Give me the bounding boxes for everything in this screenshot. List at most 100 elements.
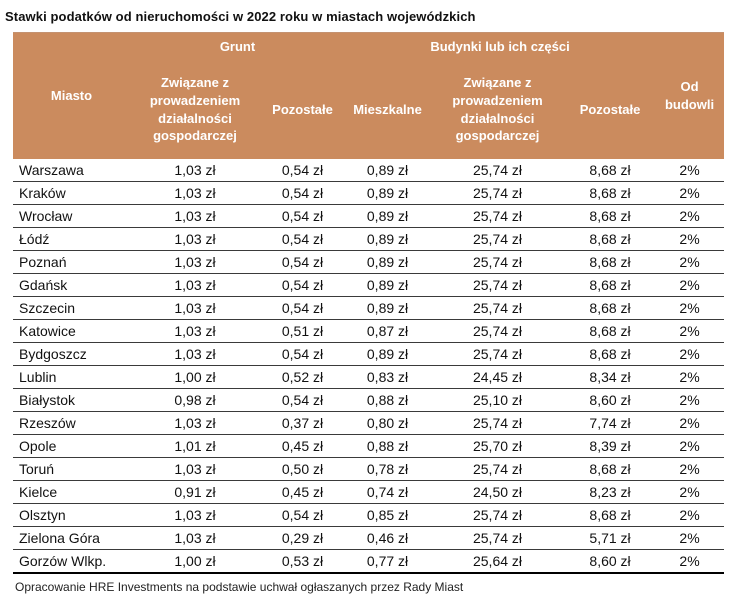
value-cell: 1,03 zł — [130, 250, 260, 274]
value-cell: 1,00 zł — [130, 549, 260, 574]
value-cell: 25,10 zł — [430, 388, 566, 412]
value-cell: 0,45 zł — [260, 434, 346, 458]
value-cell: 8,60 zł — [565, 388, 656, 412]
table-row: Zielona Góra 1,03 zł 0,29 zł 0,46 zł 25,74 z… — [13, 526, 725, 550]
value-cell: 0,88 zł — [345, 434, 431, 458]
table-row: Opole 1,01 zł 0,45 zł 0,88 zł 25,70 zł 8,39 z… — [13, 434, 725, 458]
value-cell: 1,03 zł — [130, 526, 260, 550]
value-cell: 0,74 zł — [345, 480, 431, 504]
value-cell: 1,03 zł — [130, 296, 260, 320]
city-cell: Kraków — [13, 181, 130, 205]
value-cell: 8,23 zł — [565, 480, 656, 504]
value-cell: 1,03 zł — [130, 181, 260, 205]
table-row: Kraków 1,03 zł 0,54 zł 0,89 zł 25,74 zł 8,68 … — [13, 181, 725, 205]
value-cell: 25,74 zł — [430, 204, 566, 228]
value-cell: 8,68 zł — [565, 250, 656, 274]
value-cell: 25,74 zł — [430, 457, 566, 481]
city-cell: Białystok — [13, 388, 130, 412]
value-cell: 2% — [655, 342, 725, 366]
table-row: Białystok 0,98 zł 0,54 zł 0,88 zł 25,10 zł 8,… — [13, 388, 725, 412]
city-cell: Gorzów Wlkp. — [13, 549, 130, 574]
value-cell: 8,68 zł — [565, 227, 656, 251]
value-cell: 2% — [655, 296, 725, 320]
value-cell: 8,60 zł — [565, 549, 656, 574]
property-tax-table: Miasto Grunt Budynki lub ich części Od b… — [13, 32, 725, 574]
source-note: Opracowanie HRE Investments na podstawie… — [15, 579, 464, 594]
value-cell: 1,03 zł — [130, 273, 260, 297]
value-cell: 8,39 zł — [565, 434, 656, 458]
value-cell: 0,80 zł — [345, 411, 431, 435]
value-cell: 0,45 zł — [260, 480, 346, 504]
table-row: Kielce 0,91 zł 0,45 zł 0,74 zł 24,50 zł 8,23 … — [13, 480, 725, 504]
table-row: Katowice 1,03 zł 0,51 zł 0,87 zł 25,74 zł 8,6… — [13, 319, 725, 343]
value-cell: 0,54 zł — [260, 296, 346, 320]
value-cell: 8,68 zł — [565, 503, 656, 527]
value-cell: 0,89 zł — [345, 227, 431, 251]
table-row: Wrocław 1,03 zł 0,54 zł 0,89 zł 25,74 zł 8,68… — [13, 204, 725, 228]
value-cell: 0,54 zł — [260, 204, 346, 228]
value-cell: 8,34 zł — [565, 365, 656, 389]
table-row: Warszawa 1,03 zł 0,54 zł 0,89 zł 25,74 zł 8,6… — [13, 158, 725, 182]
value-cell: 1,00 zł — [130, 365, 260, 389]
value-cell: 25,74 zł — [430, 158, 566, 182]
value-cell: 0,37 zł — [260, 411, 346, 435]
col-header-grunt-pozostale: Pozostałe — [260, 60, 346, 159]
city-cell: Zielona Góra — [13, 526, 130, 550]
city-cell: Olsztyn — [13, 503, 130, 527]
value-cell: 0,89 zł — [345, 181, 431, 205]
value-cell: 5,71 zł — [565, 526, 656, 550]
value-cell: 2% — [655, 480, 725, 504]
table-row: Gorzów Wlkp. 1,00 zł 0,53 zł 0,77 zł 25,64 z… — [13, 549, 725, 574]
value-cell: 0,51 zł — [260, 319, 346, 343]
city-cell: Gdańsk — [13, 273, 130, 297]
value-cell: 0,50 zł — [260, 457, 346, 481]
value-cell: 2% — [655, 503, 725, 527]
value-cell: 2% — [655, 273, 725, 297]
value-cell: 1,03 zł — [130, 227, 260, 251]
value-cell: 25,74 zł — [430, 296, 566, 320]
col-header-grunt-dzialalnosc: Związane z prowadzeniem działalności gos… — [130, 60, 260, 159]
value-cell: 2% — [655, 158, 725, 182]
value-cell: 0,98 zł — [130, 388, 260, 412]
value-cell: 1,03 zł — [130, 319, 260, 343]
value-cell: 1,03 zł — [130, 503, 260, 527]
city-cell: Katowice — [13, 319, 130, 343]
col-header-budynki-dzialalnosc: Związane z prowadzeniem działalności gos… — [430, 60, 566, 159]
value-cell: 2% — [655, 526, 725, 550]
page-title: Stawki podatków od nieruchomości w 2022 … — [5, 9, 476, 24]
value-cell: 0,54 zł — [260, 250, 346, 274]
value-cell: 0,89 zł — [345, 342, 431, 366]
col-header-mieszkalne: Mieszkalne — [345, 60, 431, 159]
value-cell: 0,89 zł — [345, 250, 431, 274]
value-cell: 2% — [655, 319, 725, 343]
value-cell: 0,83 zł — [345, 365, 431, 389]
value-cell: 0,54 zł — [260, 273, 346, 297]
value-cell: 25,74 zł — [430, 273, 566, 297]
value-cell: 8,68 zł — [565, 296, 656, 320]
value-cell: 25,74 zł — [430, 342, 566, 366]
value-cell: 2% — [655, 434, 725, 458]
table-row: Bydgoszcz 1,03 zł 0,54 zł 0,89 zł 25,74 zł 8,… — [13, 342, 725, 366]
value-cell: 8,68 zł — [565, 158, 656, 182]
value-cell: 0,29 zł — [260, 526, 346, 550]
value-cell: 1,03 zł — [130, 204, 260, 228]
value-cell: 0,46 zł — [345, 526, 431, 550]
value-cell: 8,68 zł — [565, 457, 656, 481]
city-cell: Szczecin — [13, 296, 130, 320]
city-cell: Kielce — [13, 480, 130, 504]
city-cell: Łódź — [13, 227, 130, 251]
value-cell: 1,01 zł — [130, 434, 260, 458]
value-cell: 2% — [655, 549, 725, 574]
value-cell: 0,53 zł — [260, 549, 346, 574]
city-cell: Lublin — [13, 365, 130, 389]
city-cell: Wrocław — [13, 204, 130, 228]
value-cell: 8,68 zł — [565, 273, 656, 297]
value-cell: 24,45 zł — [430, 365, 566, 389]
city-cell: Opole — [13, 434, 130, 458]
value-cell: 0,91 zł — [130, 480, 260, 504]
col-header-miasto: Miasto — [13, 32, 130, 159]
value-cell: 0,89 zł — [345, 158, 431, 182]
value-cell: 25,74 zł — [430, 181, 566, 205]
table-row: Olsztyn 1,03 zł 0,54 zł 0,85 zł 25,74 zł 8,68… — [13, 503, 725, 527]
table-row: Szczecin 1,03 zł 0,54 zł 0,89 zł 25,74 zł 8,6… — [13, 296, 725, 320]
